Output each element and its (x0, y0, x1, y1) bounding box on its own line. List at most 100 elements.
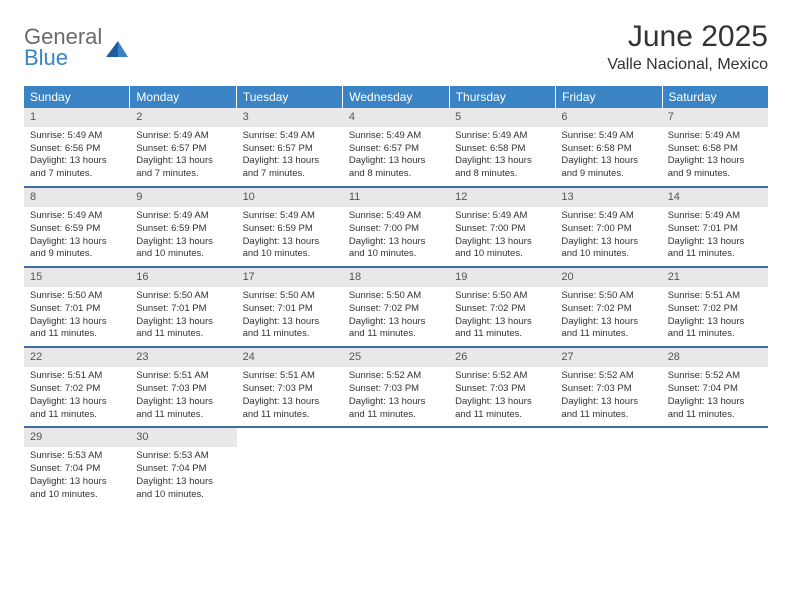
day-number: 28 (662, 348, 768, 367)
logo: General Blue (24, 20, 130, 69)
day-number: 17 (237, 268, 343, 287)
day-body: Sunrise: 5:51 AMSunset: 7:03 PMDaylight:… (237, 367, 343, 426)
day-body: Sunrise: 5:49 AMSunset: 6:57 PMDaylight:… (343, 127, 449, 186)
day-number: 25 (343, 348, 449, 367)
title-block: June 2025 Valle Nacional, Mexico (607, 20, 768, 74)
day-header-row: SundayMondayTuesdayWednesdayThursdayFrid… (24, 86, 768, 108)
day-cell: 7Sunrise: 5:49 AMSunset: 6:58 PMDaylight… (662, 108, 768, 186)
day-number: 6 (555, 108, 661, 127)
day-cell: 24Sunrise: 5:51 AMSunset: 7:03 PMDayligh… (237, 348, 343, 426)
calendar-grid: SundayMondayTuesdayWednesdayThursdayFrid… (24, 86, 768, 506)
day-body: Sunrise: 5:49 AMSunset: 6:57 PMDaylight:… (130, 127, 236, 186)
week-row: 8Sunrise: 5:49 AMSunset: 6:59 PMDaylight… (24, 188, 768, 268)
day-cell: 8Sunrise: 5:49 AMSunset: 6:59 PMDaylight… (24, 188, 130, 266)
day-header: Saturday (663, 86, 768, 108)
day-body: Sunrise: 5:50 AMSunset: 7:01 PMDaylight:… (24, 287, 130, 346)
day-body: Sunrise: 5:49 AMSunset: 7:00 PMDaylight:… (449, 207, 555, 266)
day-cell-empty (555, 428, 661, 506)
day-body: Sunrise: 5:51 AMSunset: 7:02 PMDaylight:… (662, 287, 768, 346)
day-number: 7 (662, 108, 768, 127)
day-header: Friday (556, 86, 662, 108)
day-cell: 15Sunrise: 5:50 AMSunset: 7:01 PMDayligh… (24, 268, 130, 346)
day-body: Sunrise: 5:52 AMSunset: 7:03 PMDaylight:… (343, 367, 449, 426)
day-body: Sunrise: 5:49 AMSunset: 7:01 PMDaylight:… (662, 207, 768, 266)
day-cell: 30Sunrise: 5:53 AMSunset: 7:04 PMDayligh… (130, 428, 236, 506)
day-cell: 6Sunrise: 5:49 AMSunset: 6:58 PMDaylight… (555, 108, 661, 186)
day-number: 1 (24, 108, 130, 127)
day-body: Sunrise: 5:50 AMSunset: 7:01 PMDaylight:… (237, 287, 343, 346)
day-body: Sunrise: 5:52 AMSunset: 7:03 PMDaylight:… (555, 367, 661, 426)
day-body: Sunrise: 5:49 AMSunset: 6:56 PMDaylight:… (24, 127, 130, 186)
day-body: Sunrise: 5:50 AMSunset: 7:02 PMDaylight:… (449, 287, 555, 346)
logo-text-blue: Blue (24, 47, 102, 69)
day-number: 16 (130, 268, 236, 287)
day-cell: 16Sunrise: 5:50 AMSunset: 7:01 PMDayligh… (130, 268, 236, 346)
day-number: 8 (24, 188, 130, 207)
day-header: Monday (130, 86, 236, 108)
day-number: 12 (449, 188, 555, 207)
day-cell: 4Sunrise: 5:49 AMSunset: 6:57 PMDaylight… (343, 108, 449, 186)
day-body: Sunrise: 5:50 AMSunset: 7:02 PMDaylight:… (343, 287, 449, 346)
day-number: 29 (24, 428, 130, 447)
day-body: Sunrise: 5:50 AMSunset: 7:01 PMDaylight:… (130, 287, 236, 346)
day-cell: 1Sunrise: 5:49 AMSunset: 6:56 PMDaylight… (24, 108, 130, 186)
day-number: 23 (130, 348, 236, 367)
day-number: 30 (130, 428, 236, 447)
weeks-container: 1Sunrise: 5:49 AMSunset: 6:56 PMDaylight… (24, 108, 768, 506)
day-cell: 10Sunrise: 5:49 AMSunset: 6:59 PMDayligh… (237, 188, 343, 266)
day-cell: 27Sunrise: 5:52 AMSunset: 7:03 PMDayligh… (555, 348, 661, 426)
week-row: 29Sunrise: 5:53 AMSunset: 7:04 PMDayligh… (24, 428, 768, 506)
day-number: 18 (343, 268, 449, 287)
day-body: Sunrise: 5:49 AMSunset: 6:57 PMDaylight:… (237, 127, 343, 186)
day-body: Sunrise: 5:50 AMSunset: 7:02 PMDaylight:… (555, 287, 661, 346)
day-body: Sunrise: 5:49 AMSunset: 7:00 PMDaylight:… (343, 207, 449, 266)
day-cell-empty (662, 428, 768, 506)
day-header: Thursday (450, 86, 556, 108)
day-cell-empty (343, 428, 449, 506)
day-cell: 20Sunrise: 5:50 AMSunset: 7:02 PMDayligh… (555, 268, 661, 346)
day-body: Sunrise: 5:49 AMSunset: 6:58 PMDaylight:… (449, 127, 555, 186)
day-body: Sunrise: 5:53 AMSunset: 7:04 PMDaylight:… (24, 447, 130, 506)
day-body: Sunrise: 5:49 AMSunset: 7:00 PMDaylight:… (555, 207, 661, 266)
day-number: 4 (343, 108, 449, 127)
day-cell: 26Sunrise: 5:52 AMSunset: 7:03 PMDayligh… (449, 348, 555, 426)
day-header: Wednesday (343, 86, 449, 108)
day-cell-empty (237, 428, 343, 506)
page-header: General Blue June 2025 Valle Nacional, M… (24, 20, 768, 74)
day-body: Sunrise: 5:52 AMSunset: 7:03 PMDaylight:… (449, 367, 555, 426)
day-body: Sunrise: 5:53 AMSunset: 7:04 PMDaylight:… (130, 447, 236, 506)
day-number: 22 (24, 348, 130, 367)
location-text: Valle Nacional, Mexico (607, 56, 768, 74)
day-cell: 13Sunrise: 5:49 AMSunset: 7:00 PMDayligh… (555, 188, 661, 266)
day-number: 15 (24, 268, 130, 287)
day-body: Sunrise: 5:49 AMSunset: 6:58 PMDaylight:… (662, 127, 768, 186)
day-cell: 29Sunrise: 5:53 AMSunset: 7:04 PMDayligh… (24, 428, 130, 506)
day-cell: 19Sunrise: 5:50 AMSunset: 7:02 PMDayligh… (449, 268, 555, 346)
day-header: Tuesday (237, 86, 343, 108)
day-header: Sunday (24, 86, 130, 108)
day-cell: 12Sunrise: 5:49 AMSunset: 7:00 PMDayligh… (449, 188, 555, 266)
day-cell: 14Sunrise: 5:49 AMSunset: 7:01 PMDayligh… (662, 188, 768, 266)
day-number: 20 (555, 268, 661, 287)
day-number: 14 (662, 188, 768, 207)
day-cell: 2Sunrise: 5:49 AMSunset: 6:57 PMDaylight… (130, 108, 236, 186)
day-cell: 3Sunrise: 5:49 AMSunset: 6:57 PMDaylight… (237, 108, 343, 186)
day-number: 21 (662, 268, 768, 287)
day-cell: 11Sunrise: 5:49 AMSunset: 7:00 PMDayligh… (343, 188, 449, 266)
month-title: June 2025 (607, 20, 768, 54)
day-number: 13 (555, 188, 661, 207)
day-body: Sunrise: 5:49 AMSunset: 6:59 PMDaylight:… (237, 207, 343, 266)
day-cell: 5Sunrise: 5:49 AMSunset: 6:58 PMDaylight… (449, 108, 555, 186)
day-number: 26 (449, 348, 555, 367)
day-cell: 9Sunrise: 5:49 AMSunset: 6:59 PMDaylight… (130, 188, 236, 266)
day-body: Sunrise: 5:49 AMSunset: 6:59 PMDaylight:… (130, 207, 236, 266)
logo-triangle-icon (104, 37, 130, 59)
week-row: 1Sunrise: 5:49 AMSunset: 6:56 PMDaylight… (24, 108, 768, 188)
day-number: 19 (449, 268, 555, 287)
day-cell: 25Sunrise: 5:52 AMSunset: 7:03 PMDayligh… (343, 348, 449, 426)
day-cell: 28Sunrise: 5:52 AMSunset: 7:04 PMDayligh… (662, 348, 768, 426)
day-body: Sunrise: 5:52 AMSunset: 7:04 PMDaylight:… (662, 367, 768, 426)
week-row: 15Sunrise: 5:50 AMSunset: 7:01 PMDayligh… (24, 268, 768, 348)
day-cell: 22Sunrise: 5:51 AMSunset: 7:02 PMDayligh… (24, 348, 130, 426)
day-number: 24 (237, 348, 343, 367)
